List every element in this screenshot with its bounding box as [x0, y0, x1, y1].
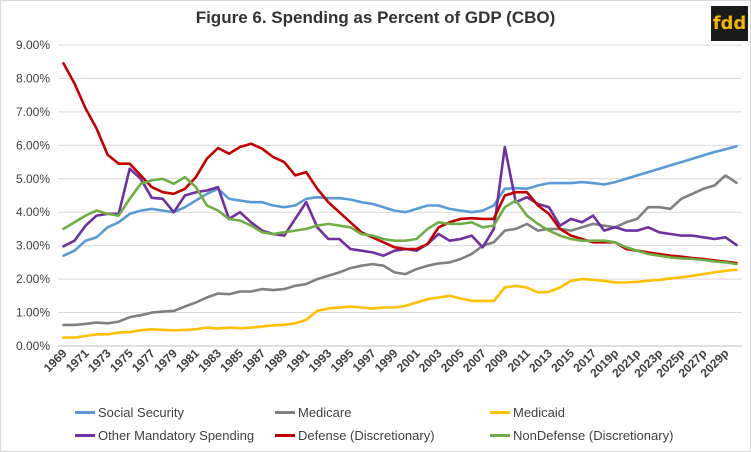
x-tick-label: 2015 — [548, 346, 577, 375]
series-line-4 — [62, 62, 738, 265]
x-tick-label: 1973 — [85, 346, 114, 375]
x-tick-label: 1981 — [173, 346, 202, 375]
legend-label: Medicaid — [513, 405, 566, 420]
x-tick-label: 1971 — [63, 346, 92, 375]
y-tick-label: 0.00% — [16, 339, 50, 353]
gridlines — [58, 44, 742, 347]
x-tick-label: 1997 — [350, 346, 379, 375]
series-line-2 — [62, 268, 738, 339]
x-tick-label: 2003 — [416, 346, 445, 375]
legend-label: Social Security — [98, 405, 184, 420]
legend-swatch — [275, 411, 295, 414]
legend-swatch — [490, 411, 510, 414]
x-tick-label: 2001 — [394, 346, 423, 375]
x-tick-label: 2009 — [482, 346, 511, 375]
y-tick-label: 9.00% — [16, 38, 50, 52]
x-tick-label: 1979 — [151, 346, 180, 375]
legend-swatch — [490, 434, 510, 437]
x-tick-label: 1985 — [217, 346, 246, 375]
y-tick-label: 5.00% — [16, 172, 50, 186]
chart-title: Figure 6. Spending as Percent of GDP (CB… — [195, 8, 556, 27]
x-tick-label: 1995 — [328, 346, 357, 375]
x-tick-label: 1983 — [195, 346, 224, 375]
x-axis-tick-labels: 1969197119731975197719791981198319851987… — [41, 346, 732, 380]
x-tick-label: 1987 — [239, 346, 268, 375]
x-tick-label: 1977 — [129, 346, 158, 375]
y-tick-label: 7.00% — [16, 105, 50, 119]
series-lines — [62, 62, 738, 339]
legend-swatch — [75, 434, 95, 437]
x-tick-label: 2005 — [438, 346, 467, 375]
y-tick-label: 1.00% — [16, 306, 50, 320]
legend-label: NonDefense (Discretionary) — [513, 428, 674, 443]
x-tick-label: 2011 — [505, 346, 534, 375]
y-axis-tick-labels: 0.00% 1.00% 2.00% 3.00% 4.00% 5.00% 6.00% 7.00%… — [16, 38, 50, 353]
x-tick-label: 2007 — [460, 346, 489, 375]
y-tick-label: 2.00% — [16, 272, 50, 286]
y-tick-label: 4.00% — [16, 205, 50, 219]
x-tick-label: 1989 — [262, 346, 291, 375]
legend-label: Defense (Discretionary) — [298, 428, 435, 443]
legend-label: Other Mandatory Spending — [98, 428, 255, 443]
legend-label: Medicare — [298, 405, 352, 420]
fdd-logo: fdd — [711, 6, 748, 41]
legend-swatch — [275, 434, 295, 437]
x-tick-label: 1975 — [107, 346, 136, 375]
series-line-5 — [62, 175, 738, 266]
x-tick-label: 1993 — [306, 346, 335, 375]
series-line-1 — [62, 174, 738, 327]
x-tick-label: 2013 — [526, 346, 555, 375]
y-tick-label: 6.00% — [16, 138, 50, 152]
series-line-3 — [62, 145, 738, 257]
x-tick-label: 1991 — [284, 346, 313, 375]
legend-swatch — [75, 411, 95, 414]
x-tick-label: 1999 — [372, 346, 401, 375]
y-tick-label: 8.00% — [16, 71, 50, 85]
y-tick-label: 3.00% — [16, 239, 50, 253]
